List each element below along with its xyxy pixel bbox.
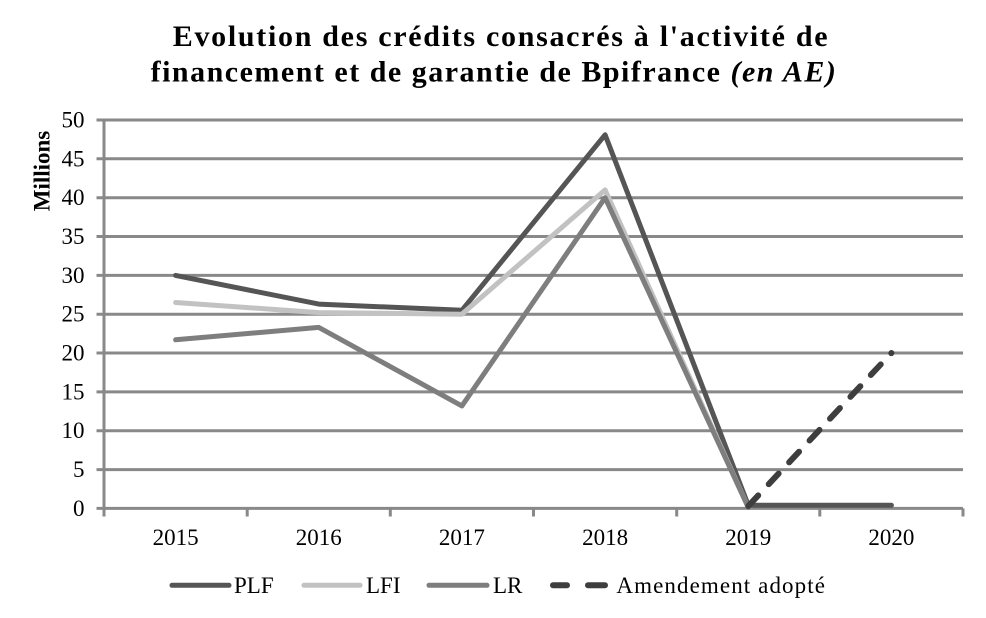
svg-text:2020: 2020 [868,525,914,550]
svg-text:15: 15 [62,379,85,404]
svg-text:40: 40 [62,185,85,210]
svg-text:10: 10 [62,418,85,443]
svg-text:PLF: PLF [234,573,274,598]
svg-text:LFI: LFI [366,573,401,598]
svg-text:2018: 2018 [582,525,628,550]
svg-text:50: 50 [62,108,85,133]
svg-text:2019: 2019 [725,525,771,550]
svg-text:Millions: Millions [30,131,55,212]
svg-text:5: 5 [73,457,85,482]
svg-text:Evolution des crédits consacré: Evolution des crédits consacrés à l'acti… [173,20,830,53]
svg-text:2015: 2015 [153,525,199,550]
svg-text:2017: 2017 [439,525,485,550]
svg-text:30: 30 [62,263,85,288]
svg-text:0: 0 [73,496,85,521]
svg-text:35: 35 [62,224,85,249]
svg-text:LR: LR [493,573,523,598]
svg-text:financement et de garantie de: financement et de garantie de Bpifrance … [151,56,838,89]
svg-text:25: 25 [62,302,85,327]
svg-text:2016: 2016 [296,525,342,550]
svg-text:Amendement adopté: Amendement adopté [616,573,826,598]
svg-text:20: 20 [62,341,85,366]
svg-text:45: 45 [62,146,85,171]
